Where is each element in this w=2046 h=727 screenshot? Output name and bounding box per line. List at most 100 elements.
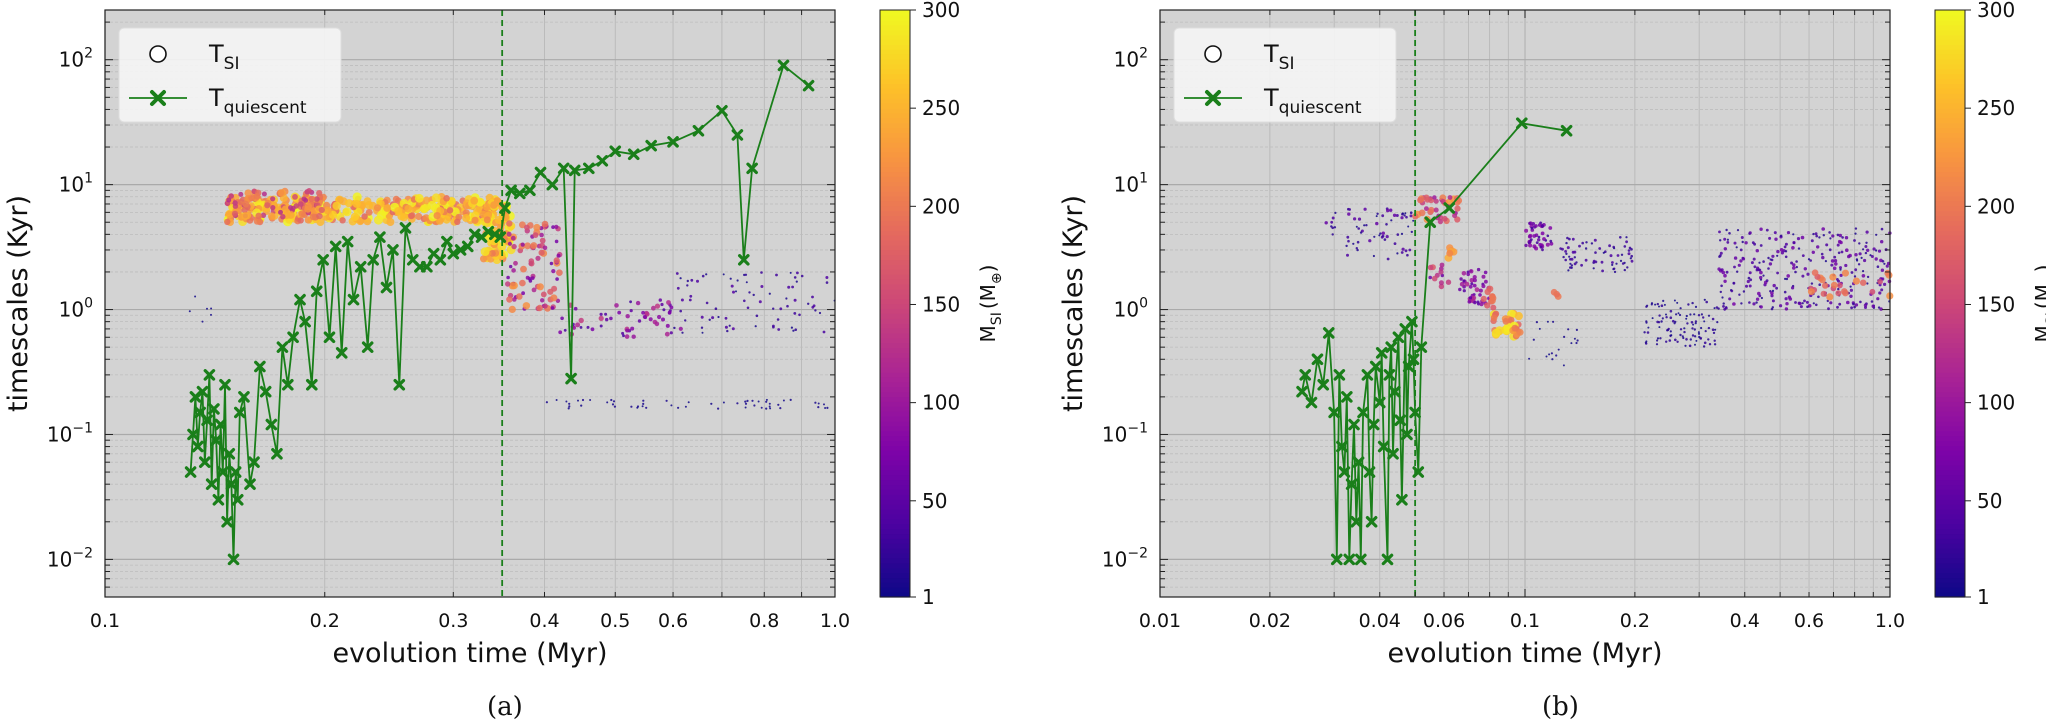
tquiescent-point	[1406, 315, 1418, 328]
tquiescent-point	[1401, 428, 1413, 441]
colorbar-cell	[880, 54, 910, 60]
tsi-point	[1458, 287, 1462, 292]
tquiescent-point	[1299, 369, 1312, 381]
tsi-point	[1759, 270, 1763, 275]
tsi-point	[1473, 300, 1477, 305]
legend-marker-circle	[149, 45, 167, 63]
tsi-point	[729, 277, 732, 280]
tquiescent-point	[259, 385, 272, 398]
tsi-point	[1725, 270, 1729, 274]
legend-label-main: T	[208, 40, 224, 68]
tsi-point	[724, 325, 728, 329]
tsi-point	[1834, 262, 1838, 266]
tsi-point	[1359, 231, 1363, 234]
axis-ticks	[104, 10, 835, 598]
tsi-point	[686, 279, 689, 283]
tquiescent-point	[1363, 466, 1376, 478]
tquiescent-point	[1377, 440, 1390, 453]
colorbar-cell	[1935, 303, 1965, 309]
tsi-point	[610, 398, 613, 402]
tsi-point	[1791, 246, 1795, 250]
tsi-point	[658, 298, 662, 302]
colorbar-cell	[1935, 518, 1965, 525]
tsi-point	[1844, 236, 1849, 240]
colorbar-cell	[880, 455, 910, 461]
tquiescent-point	[1365, 515, 1378, 528]
colorbar-cell	[1935, 523, 1965, 530]
tsi-point	[641, 310, 645, 315]
tsi-point	[1476, 300, 1480, 304]
tsi-point	[1864, 245, 1868, 248]
tsi-point	[1810, 239, 1814, 243]
tsi-point	[1330, 220, 1334, 224]
tsi-point	[1347, 239, 1350, 243]
tsi-point	[711, 316, 715, 320]
tquiescent-point	[238, 391, 250, 403]
tsi-point	[1870, 255, 1874, 258]
tsi-point	[454, 218, 461, 225]
tsi-point	[678, 326, 683, 331]
colorbar-cell	[1935, 587, 1965, 593]
tquiescent-point	[1369, 360, 1382, 373]
tsi-point	[1507, 316, 1515, 324]
tsi-point	[1830, 263, 1834, 267]
tsi-point	[1551, 358, 1554, 361]
tsi-point	[1794, 270, 1797, 274]
tsi-point	[1786, 274, 1790, 278]
tsi-point	[786, 304, 789, 308]
tquiescent-point	[489, 228, 501, 241]
tsi-point	[1468, 284, 1473, 289]
tsi-point	[1861, 274, 1866, 278]
colorbar-cell	[1935, 210, 1965, 217]
tsi-point	[1795, 260, 1798, 263]
colorbar-cell	[880, 249, 910, 256]
tsi-point	[1875, 249, 1878, 252]
tsi-point	[1830, 281, 1838, 289]
tsi-point	[1331, 216, 1335, 220]
tsi-point	[1856, 259, 1859, 262]
tsi-point	[776, 318, 780, 321]
tsi-point	[1623, 245, 1627, 248]
colorbar-cell	[1935, 151, 1965, 158]
tsi-point	[1827, 307, 1830, 311]
series-tquiescent	[1296, 117, 1573, 566]
tsi-point	[1685, 314, 1688, 318]
tsi-point	[1407, 225, 1410, 228]
tsi-point	[1660, 304, 1664, 308]
tsi-point	[730, 284, 734, 288]
tsi-point	[1812, 302, 1815, 305]
colorbar-cell	[880, 352, 910, 358]
tsi-point	[1476, 267, 1481, 272]
tsi-point	[521, 291, 525, 296]
tsi-point	[1801, 302, 1804, 305]
colorbar-cell	[880, 371, 910, 378]
colorbar-cell	[880, 254, 910, 261]
tsi-point	[536, 283, 544, 291]
tsi-point	[1679, 307, 1682, 310]
tsi-point	[1691, 334, 1695, 337]
colorbar-cell	[880, 283, 910, 290]
tsi-point	[625, 328, 630, 333]
tquiescent-point	[1336, 440, 1348, 453]
tsi-point	[717, 407, 720, 410]
tsi-point	[1396, 233, 1400, 236]
colorbar-cell	[1935, 474, 1965, 481]
tsi-point	[1628, 246, 1632, 250]
colorbar-label-close: )	[2031, 265, 2046, 273]
tsi-point	[540, 298, 545, 303]
colorbar-cell	[1935, 337, 1965, 344]
tsi-point	[1862, 248, 1865, 251]
tsi-point	[1790, 261, 1794, 265]
tsi-point	[318, 206, 325, 214]
tsi-point	[1755, 301, 1758, 304]
colorbar-cell	[1935, 249, 1965, 256]
y-tick-base: 10	[1114, 173, 1139, 197]
tsi-point	[1815, 303, 1818, 307]
colorbar-cell	[880, 34, 910, 40]
tquiescent-point	[380, 281, 393, 294]
tsi-point	[568, 402, 571, 405]
tsi-point	[1404, 249, 1408, 253]
colorbar-label: MSI (M⊕)	[976, 265, 1005, 343]
tsi-point	[642, 402, 645, 405]
tsi-point	[1480, 295, 1487, 302]
